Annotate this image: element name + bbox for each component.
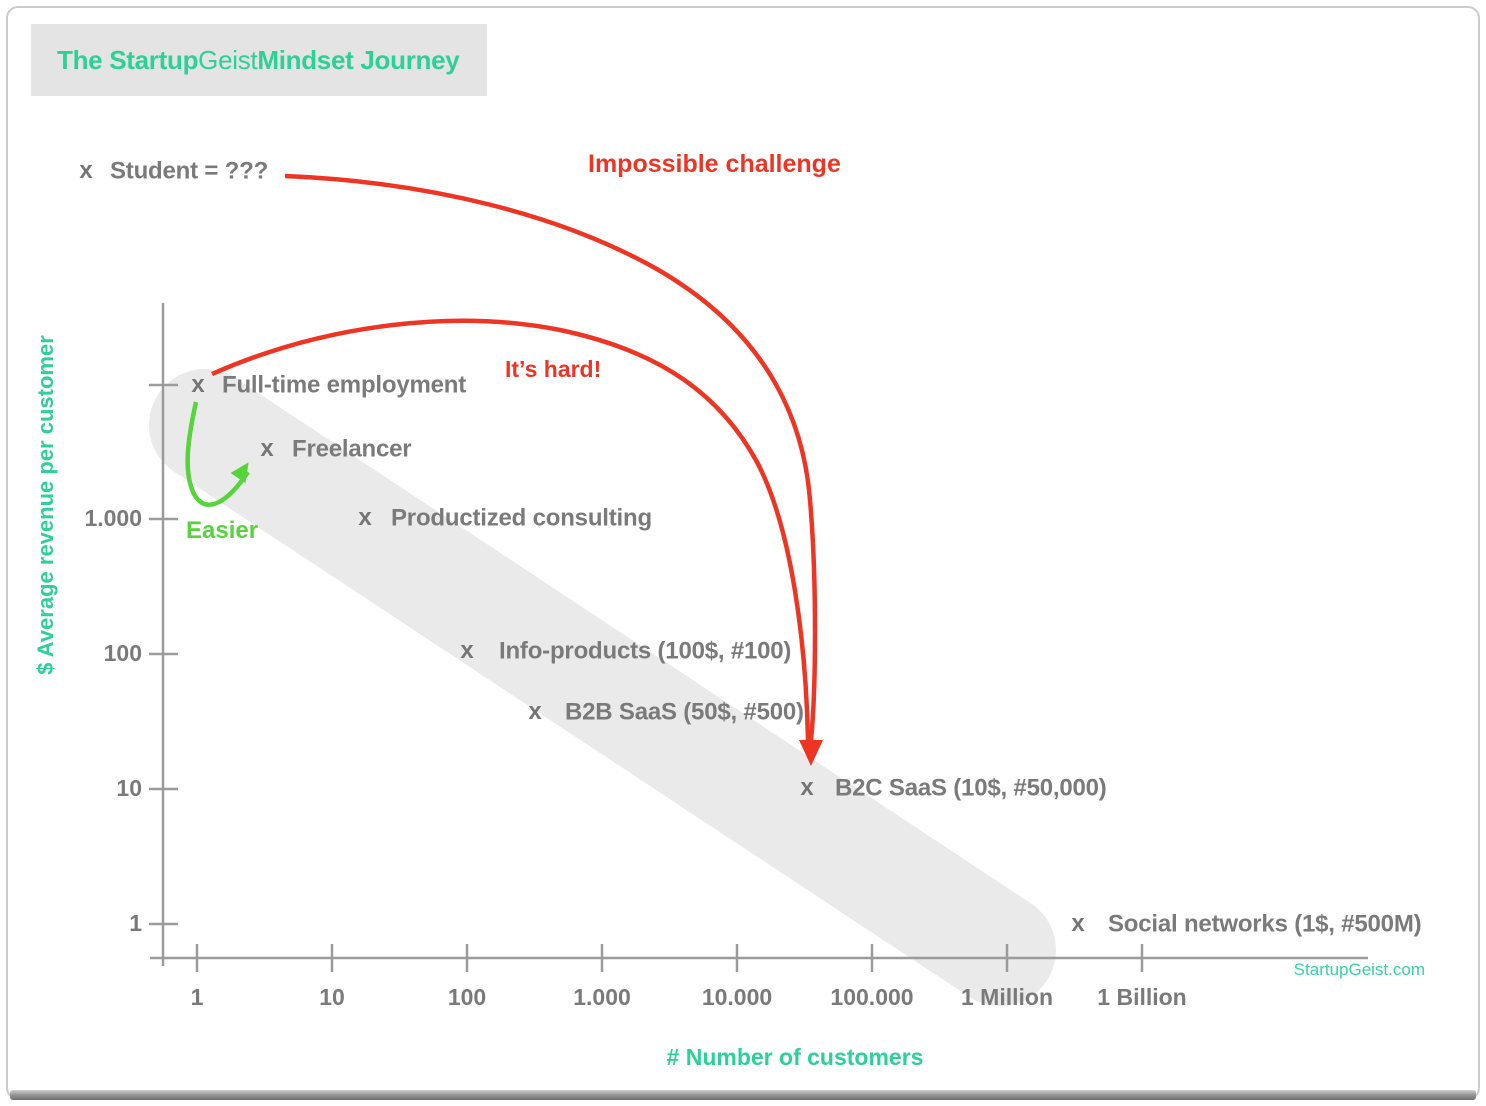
x-tick-label-100000: 100.000 (830, 984, 914, 1010)
y-tick-label-100: 100 (103, 639, 142, 666)
y-tick-label-1: 1 (129, 909, 142, 936)
point-label-student: Student = ??? (110, 157, 269, 185)
its-hard-arrow (211, 318, 811, 741)
green-arrowhead-icon (230, 462, 249, 484)
impossible-challenge-label: Impossible challenge (588, 150, 841, 178)
point-marker-freelancer: x (260, 435, 274, 463)
x-tick-label-10000: 10.000 (701, 984, 773, 1010)
x-tick-label-1000: 1.000 (573, 984, 631, 1010)
point-label-info-products: Info-products (100$, #100) (499, 637, 792, 665)
point-label-b2c-saas: B2C SaaS (10$, #50,000) (835, 774, 1107, 802)
red-arrows (211, 173, 818, 741)
point-marker-productized-consulting: x (358, 504, 372, 532)
y-tick-label-1000: 1.000 (84, 504, 142, 531)
point-marker-info-products: x (460, 637, 474, 665)
easier-arrow (185, 401, 250, 507)
title-part-light: Geist (198, 44, 258, 75)
easier-label: Easier (186, 517, 259, 544)
point-label-freelancer: Freelancer (292, 435, 412, 463)
x-ticks (195, 944, 1144, 972)
point-marker-full-time-employment: x (191, 371, 205, 399)
point-marker-b2c-saas: x (800, 774, 814, 802)
point-label-social-networks: Social networks (1$, #500M) (1108, 910, 1422, 938)
impossible-challenge-arrow (284, 173, 818, 741)
point-marker-social-networks: x (1071, 910, 1085, 938)
watermark: StartupGeist.com (1293, 960, 1425, 979)
title-banner: The Startup Geist Mindset Journey (31, 24, 487, 96)
y-tick-label-10: 10 (116, 774, 142, 801)
slide-bottom-shadow (10, 1090, 1476, 1100)
x-tick-label-100: 100 (447, 984, 487, 1010)
x-tick-label-1billion: 1 Billion (1097, 984, 1187, 1010)
x-tick-label-1: 1 (190, 984, 204, 1010)
journey-band (149, 369, 1056, 1006)
point-marker-student: x (79, 157, 93, 185)
point-label-full-time-employment: Full-time employment (222, 371, 467, 399)
x-tick-label-10: 10 (319, 984, 345, 1010)
its-hard-label: It’s hard! (505, 356, 602, 382)
point-label-productized-consulting: Productized consulting (391, 504, 652, 532)
y-axis-title: $ Average revenue per customer (33, 335, 58, 675)
x-axis-title: # Number of customers (666, 1044, 924, 1070)
title-part-bold-2: Mindset Journey (257, 44, 460, 75)
axes (149, 303, 1368, 972)
point-label-b2b-saas: B2B SaaS (50$, #500) (565, 698, 804, 726)
title-part-bold-1: The Startup (57, 44, 199, 75)
red-arrowhead-icon (799, 740, 823, 766)
y-ticks (149, 383, 178, 926)
x-tick-label-1million: 1 Million (961, 984, 1053, 1010)
point-marker-b2b-saas: x (528, 698, 542, 726)
